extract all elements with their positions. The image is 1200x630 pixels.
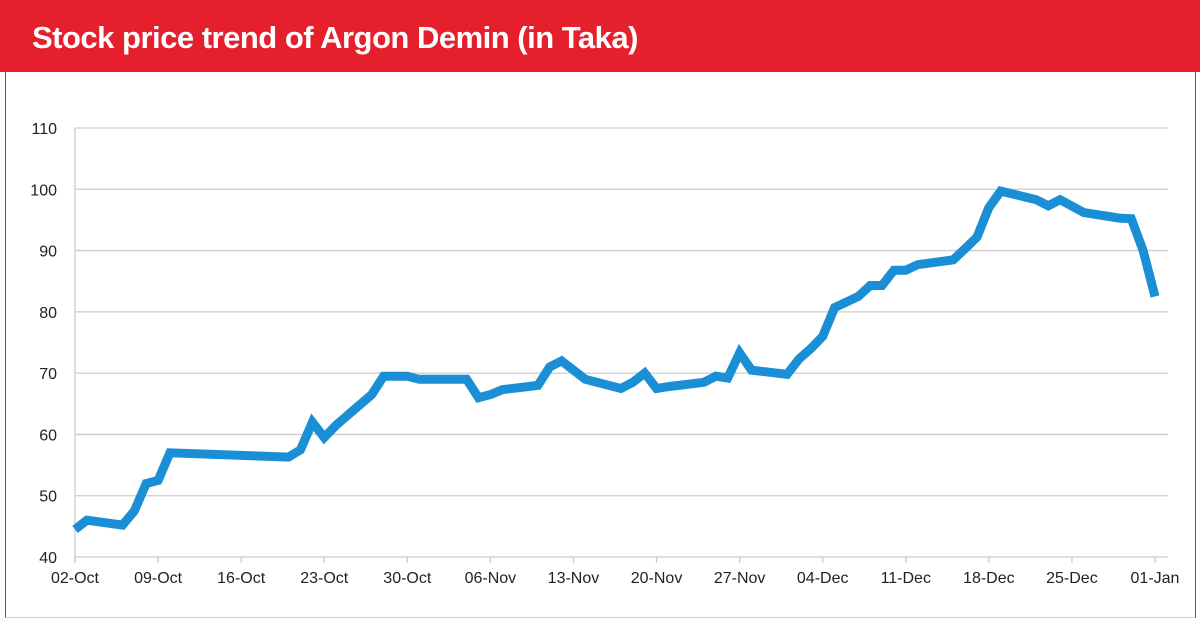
- chart-title: Stock price trend of Argon Demin (in Tak…: [32, 20, 638, 55]
- x-tick-label: 01-Jan: [1131, 570, 1180, 587]
- x-tick-label: 13-Nov: [548, 570, 600, 587]
- y-tick-label: 90: [39, 244, 57, 261]
- x-tick-label: 04-Dec: [797, 570, 849, 587]
- chart-frame: [5, 72, 1196, 618]
- y-tick-label: 100: [30, 182, 57, 199]
- x-tick-label: 30-Oct: [383, 570, 432, 587]
- title-banner: Stock price trend of Argon Demin (in Tak…: [0, 0, 1200, 72]
- price-line: [72, 186, 1160, 533]
- x-tick-label: 23-Oct: [300, 570, 349, 587]
- x-tick-label: 09-Oct: [134, 570, 183, 587]
- y-tick-label: 70: [39, 366, 57, 383]
- x-tick-label: 25-Dec: [1046, 570, 1098, 587]
- y-tick-label: 110: [31, 121, 57, 138]
- x-tick-label: 18-Dec: [963, 570, 1015, 587]
- y-tick-label: 60: [39, 427, 57, 444]
- x-tick-label: 20-Nov: [631, 570, 683, 587]
- y-tick-label: 80: [39, 305, 57, 322]
- x-tick-label: 06-Nov: [465, 570, 517, 587]
- y-tick-label: 40: [39, 550, 57, 567]
- x-tick-label: 27-Nov: [714, 570, 766, 587]
- x-tick-label: 02-Oct: [51, 570, 100, 587]
- x-tick-label: 16-Oct: [217, 570, 266, 587]
- x-tick-label: 11-Dec: [881, 570, 931, 587]
- y-tick-label: 50: [39, 489, 57, 506]
